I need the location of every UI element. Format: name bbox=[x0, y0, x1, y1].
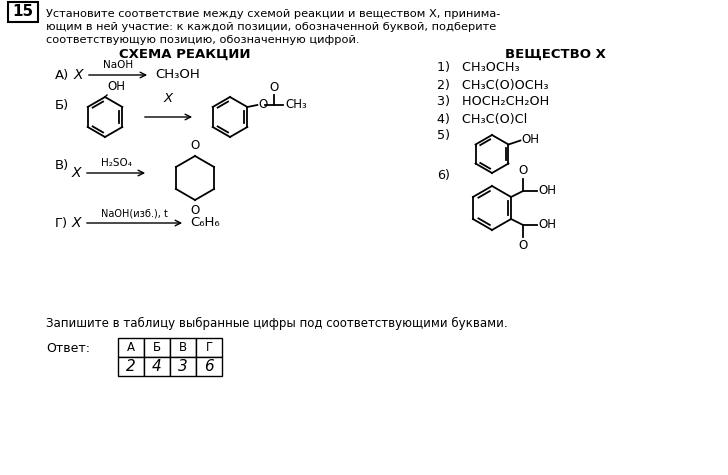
Text: В): В) bbox=[55, 159, 69, 171]
Text: NaOH: NaOH bbox=[103, 60, 133, 70]
Text: O: O bbox=[518, 164, 528, 177]
Text: 6): 6) bbox=[437, 170, 450, 182]
Text: СХЕМА РЕАКЦИИ: СХЕМА РЕАКЦИИ bbox=[119, 48, 250, 61]
Text: соответствующую позицию, обозначенную цифрой.: соответствующую позицию, обозначенную ци… bbox=[46, 35, 360, 45]
FancyBboxPatch shape bbox=[144, 357, 170, 376]
FancyBboxPatch shape bbox=[118, 357, 144, 376]
Text: 3)   HOCH₂CH₂OH: 3) HOCH₂CH₂OH bbox=[437, 95, 549, 108]
Text: X: X bbox=[74, 68, 84, 82]
Text: 4)   CH₃C(O)Cl: 4) CH₃C(O)Cl bbox=[437, 113, 527, 125]
FancyBboxPatch shape bbox=[8, 2, 38, 22]
Text: X: X bbox=[72, 216, 82, 230]
FancyBboxPatch shape bbox=[118, 338, 144, 357]
Text: CH₃: CH₃ bbox=[285, 97, 307, 111]
Text: 2)   CH₃C(O)OCH₃: 2) CH₃C(O)OCH₃ bbox=[437, 78, 548, 92]
Text: X: X bbox=[72, 166, 82, 180]
FancyBboxPatch shape bbox=[196, 338, 222, 357]
Text: 3: 3 bbox=[178, 359, 188, 374]
Text: NaOH(изб.), t: NaOH(изб.), t bbox=[101, 208, 168, 218]
Text: Б): Б) bbox=[55, 98, 69, 112]
Text: Запишите в таблицу выбранные цифры под соответствующими буквами.: Запишите в таблицу выбранные цифры под с… bbox=[46, 316, 507, 330]
Text: ВЕЩЕСТВО X: ВЕЩЕСТВО X bbox=[505, 48, 606, 61]
FancyBboxPatch shape bbox=[196, 357, 222, 376]
Text: O: O bbox=[191, 139, 199, 152]
Text: ющим в ней участие: к каждой позиции, обозначенной буквой, подберите: ющим в ней участие: к каждой позиции, об… bbox=[46, 22, 496, 32]
Text: O: O bbox=[518, 239, 528, 252]
Text: Б: Б bbox=[153, 341, 161, 354]
Text: OH: OH bbox=[521, 133, 539, 146]
Text: А): А) bbox=[55, 68, 69, 82]
Text: CH₃OH: CH₃OH bbox=[155, 68, 199, 82]
Text: C₆H₆: C₆H₆ bbox=[190, 217, 220, 229]
Text: 2: 2 bbox=[126, 359, 136, 374]
Text: 1)   CH₃OCH₃: 1) CH₃OCH₃ bbox=[437, 61, 520, 75]
Text: X: X bbox=[164, 92, 173, 105]
Text: O: O bbox=[258, 97, 268, 111]
FancyBboxPatch shape bbox=[170, 357, 196, 376]
Text: OH: OH bbox=[107, 80, 125, 93]
Text: OH: OH bbox=[538, 218, 556, 230]
FancyBboxPatch shape bbox=[170, 338, 196, 357]
Text: H₂SO₄: H₂SO₄ bbox=[100, 158, 132, 168]
Text: Установите соответствие между схемой реакции и веществом X, принима-: Установите соответствие между схемой реа… bbox=[46, 9, 500, 19]
FancyBboxPatch shape bbox=[144, 338, 170, 357]
Text: Ответ:: Ответ: bbox=[46, 342, 90, 355]
Text: В: В bbox=[179, 341, 187, 354]
Text: Г: Г bbox=[205, 341, 213, 354]
Text: 15: 15 bbox=[12, 4, 33, 19]
Text: 6: 6 bbox=[204, 359, 214, 374]
Text: 5): 5) bbox=[437, 130, 450, 142]
Text: O: O bbox=[191, 204, 199, 217]
Text: O: O bbox=[269, 81, 279, 94]
Text: А: А bbox=[127, 341, 135, 354]
Text: OH: OH bbox=[538, 183, 556, 197]
Text: 4: 4 bbox=[152, 359, 162, 374]
Text: Г): Г) bbox=[55, 217, 68, 229]
